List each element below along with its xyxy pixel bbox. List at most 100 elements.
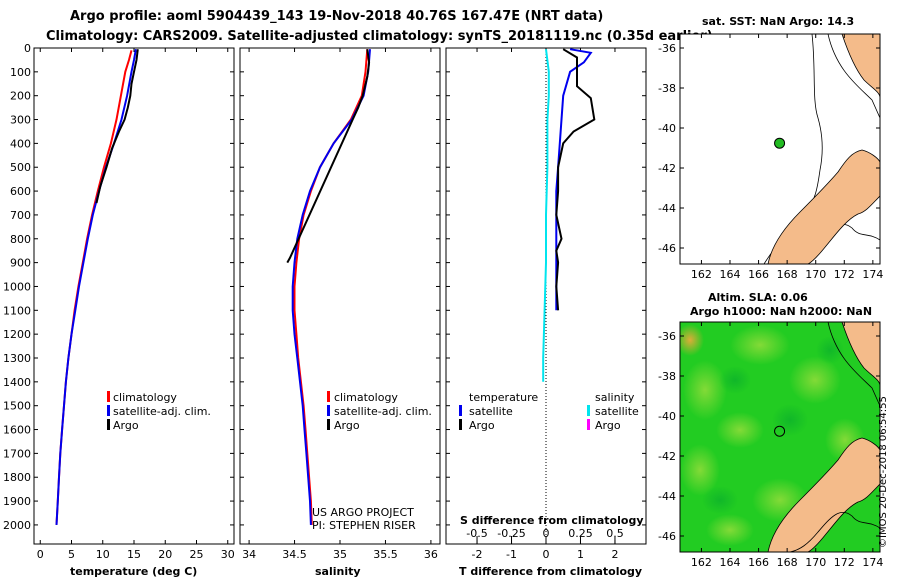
- title-line-1: Argo profile: aoml 5904439_143 19-Nov-20…: [70, 9, 603, 24]
- x-tick-label: 34.5: [282, 548, 307, 561]
- bathymetry-contour: [789, 322, 880, 552]
- lon-tick-label: 164: [720, 268, 741, 281]
- lat-tick-label: -36: [658, 42, 676, 55]
- depth-tick-label: 2000: [3, 519, 31, 532]
- depth-tick-label: 500: [10, 161, 31, 174]
- sst-map-sea: [680, 34, 880, 264]
- temperature-panel: 0100200300400500600700800900100011001200…: [3, 42, 235, 578]
- depth-tick-label: 0: [24, 42, 31, 55]
- project-credit: US ARGO PROJECT: [312, 506, 414, 519]
- legend-satellite-swatch: [107, 405, 110, 416]
- legend-temperature-title: temperature: [469, 391, 538, 404]
- sst-map: sat. SST: NaN Argo: 14.3 -36 -38 -40 -42 -44…: [658, 15, 883, 281]
- lon-tick-label: 162: [691, 556, 712, 569]
- depth-tick-label: 1400: [3, 376, 31, 389]
- lon-tick-label: 162: [691, 268, 712, 281]
- depth-tick-label: 1600: [3, 424, 31, 437]
- lon-tick-label: 174: [862, 556, 883, 569]
- sst-map-title: sat. SST: NaN Argo: 14.3: [702, 15, 854, 28]
- legend-s-argo-swatch: [587, 419, 590, 430]
- temperature-frame: [33, 47, 235, 545]
- depth-tick-label: 700: [10, 209, 31, 222]
- series-t-argo-line: [555, 48, 596, 311]
- legend-salinity-title: salinity: [595, 391, 635, 404]
- salinity-legend: climatology satellite-adj. clim. Argo: [327, 391, 432, 432]
- lat-tick-label: -44: [658, 202, 676, 215]
- s-tick-label: 0.25: [568, 527, 593, 540]
- x-tick-label: 25: [190, 548, 204, 561]
- south-island-land: [767, 437, 880, 552]
- difference-panel: -2 -1 0 1 2 -0.5 -0.25 0 0.25 0.5 T difference f…: [445, 47, 647, 578]
- lat-tick-label: -46: [658, 530, 676, 543]
- depth-tick-label: 900: [10, 257, 31, 270]
- salinity-panel: 34 34.5 35 35.5 36 salinity climatology sate…: [239, 47, 441, 578]
- x-tick-label: 30: [221, 548, 235, 561]
- lat-tick-label: -46: [658, 242, 676, 255]
- legend-climatology-swatch: [107, 391, 110, 402]
- x-tick-label: 36: [424, 548, 438, 561]
- legend-argo-label: Argo: [113, 419, 139, 432]
- lon-tick-label: 174: [862, 268, 883, 281]
- lon-tick-label: 172: [834, 556, 855, 569]
- pi-credit: PI: STEPHEN RISER: [312, 519, 416, 532]
- lon-tick-label: 164: [720, 556, 741, 569]
- series-satellite-adj-clim--line: [55, 49, 137, 525]
- x-tick-label: 35: [333, 548, 347, 561]
- s-tick-label: -0.5: [466, 527, 487, 540]
- x-tick-label: 5: [68, 548, 75, 561]
- sla-map-title-1: Altim. SLA: 0.06: [708, 291, 808, 304]
- legend-satellite-label: satellite-adj. clim.: [113, 405, 211, 418]
- depth-tick-label: 1500: [3, 400, 31, 413]
- depth-tick-label: 1000: [3, 280, 31, 293]
- legend-argo-swatch: [107, 419, 110, 430]
- depth-tick-label: 1700: [3, 447, 31, 460]
- legend-t-satellite-label: satellite: [469, 405, 513, 418]
- x-tick-label: 1: [577, 548, 584, 561]
- difference-legend: temperature salinity satellite Argo sate…: [459, 391, 639, 432]
- x-tick-label: 34: [242, 548, 256, 561]
- depth-tick-label: 1200: [3, 328, 31, 341]
- lat-tick-label: -38: [658, 82, 676, 95]
- legend-s-argo-label: Argo: [595, 419, 621, 432]
- depth-tick-label: 1800: [3, 471, 31, 484]
- x-tick-label: 0: [543, 548, 550, 561]
- legend-t-satellite-swatch: [459, 405, 462, 416]
- lon-tick-label: 168: [777, 268, 798, 281]
- lat-tick-label: -42: [658, 450, 676, 463]
- legend-satellite-label: satellite-adj. clim.: [334, 405, 432, 418]
- depth-tick-label: 1100: [3, 304, 31, 317]
- legend-argo-swatch: [327, 419, 330, 430]
- x-tick-label: 35.5: [373, 548, 398, 561]
- sst-map-frame: [679, 33, 881, 265]
- depth-tick-label: 600: [10, 185, 31, 198]
- x-tick-label: 20: [158, 548, 172, 561]
- difference-t-xlabel: T difference from climatology: [459, 565, 642, 578]
- temperature-legend: climatology satellite-adj. clim. Argo: [107, 391, 211, 432]
- depth-tick-label: 1300: [3, 352, 31, 365]
- difference-s-xlabel: S difference from climatology: [460, 514, 644, 527]
- temperature-xlabel: temperature (deg C): [70, 565, 197, 578]
- lon-tick-label: 168: [777, 556, 798, 569]
- legend-argo-label: Argo: [334, 419, 360, 432]
- x-tick-label: -2: [472, 548, 483, 561]
- lon-tick-label: 172: [834, 268, 855, 281]
- series-s-satellite-line: [542, 49, 550, 382]
- salinity-frame: [239, 47, 441, 545]
- title-line-2: Climatology: CARS2009. Satellite-adjuste…: [46, 29, 713, 44]
- s-tick-label: -0.25: [497, 527, 525, 540]
- lat-tick-label: -36: [658, 330, 676, 343]
- sla-map: Altim. SLA: 0.06 Argo h1000: NaN h2000: …: [658, 291, 883, 569]
- series-argo-line: [286, 49, 371, 264]
- legend-t-argo-label: Argo: [469, 419, 495, 432]
- south-island-land: [767, 149, 880, 264]
- lat-tick-label: -38: [658, 370, 676, 383]
- imos-timestamp: ©IMOS 20-Dec-2018 06:54:55: [878, 396, 889, 548]
- series-satellite-adj-clim--line: [291, 49, 371, 525]
- x-tick-label: 10: [96, 548, 110, 561]
- depth-tick-label: 1900: [3, 495, 31, 508]
- legend-s-satellite-label: satellite: [595, 405, 639, 418]
- lat-tick-label: -40: [658, 122, 676, 135]
- legend-t-argo-swatch: [459, 419, 462, 430]
- lon-tick-label: 166: [748, 268, 769, 281]
